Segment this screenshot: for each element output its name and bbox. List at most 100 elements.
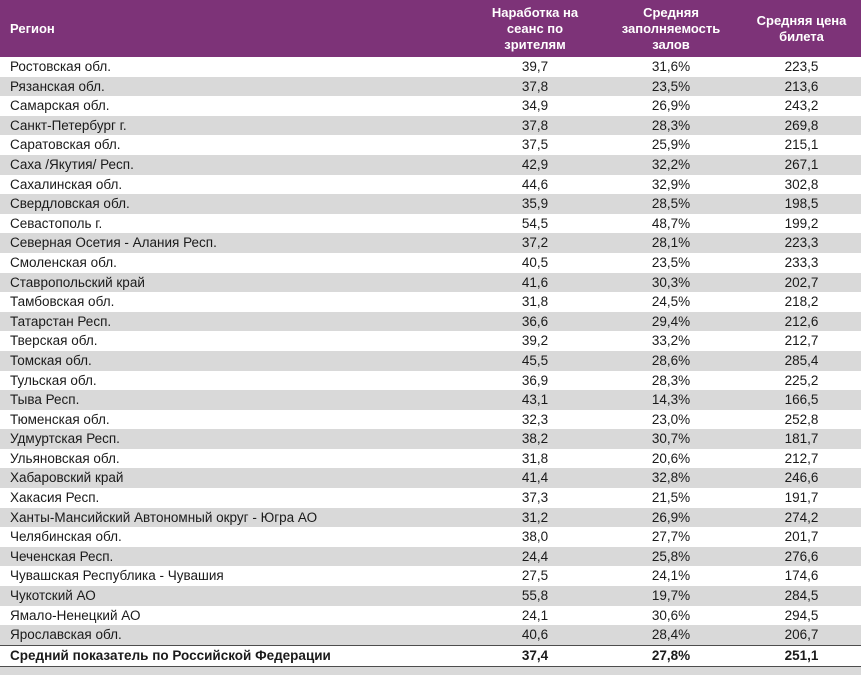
ticket-price-cell: 302,8: [784, 176, 819, 192]
table-row: Ростовская обл. 39,7 31,6% 223,5: [0, 57, 861, 77]
viewers-per-session-cell: 42,9: [470, 154, 600, 175]
region-cell: Саха /Якутия/ Респ.: [0, 154, 470, 175]
ticket-price-cell: 246,6: [742, 468, 861, 489]
table-body: Ростовская обл. 39,7 31,6% 223,5 Рязанская о…: [0, 57, 861, 646]
hall-occupancy-cell: 31,6%: [651, 59, 691, 74]
ticket-price-cell: 233,3: [784, 254, 819, 270]
region-cell: Самарская обл.: [10, 98, 110, 114]
viewers-per-session-cell: 37,3: [521, 490, 549, 506]
hall-occupancy-cell: 32,8%: [600, 468, 742, 489]
region-cell: Тульская обл.: [10, 372, 97, 388]
region-cell: Тыва Респ.: [0, 390, 470, 410]
region-cell: Чувашская Республика - Чувашия: [10, 568, 224, 584]
table-row: Самарская обл. 34,9 26,9% 243,2: [0, 96, 861, 116]
ticket-price-cell: 202,7: [742, 272, 861, 293]
region-cell: Ростовская обл.: [10, 59, 112, 74]
hall-occupancy-cell: 24,1%: [651, 568, 691, 584]
hall-occupancy-cell: 32,2%: [600, 154, 742, 175]
hall-occupancy-cell: 30,6%: [651, 607, 691, 623]
ticket-price-cell: 166,5: [742, 390, 861, 410]
hall-occupancy-cell: 29,4%: [600, 311, 742, 332]
hall-occupancy-cell: 19,7%: [600, 586, 742, 606]
table-row: Северная Осетия - Алания Респ. 37,2 28,1% 2…: [0, 233, 861, 253]
region-cell: Рязанская обл.: [0, 76, 470, 97]
col-header-hall-occupancy: Средняя заполняемость залов: [600, 0, 742, 57]
viewers-per-session-cell: 40,6: [470, 625, 600, 646]
viewers-per-session-cell: 24,4: [470, 546, 600, 567]
hall-occupancy-cell: 24,5%: [651, 294, 691, 310]
ticket-price-cell: 213,6: [742, 76, 861, 97]
viewers-per-session-cell: 41,4: [470, 468, 600, 489]
viewers-per-session-cell: 44,6: [521, 176, 549, 192]
table-row: Хакасия Респ. 37,3 21,5% 191,7: [0, 488, 861, 508]
ticket-price-cell: 199,2: [784, 215, 819, 231]
summary-row: Средний показатель по Российской Федерац…: [0, 644, 861, 667]
ticket-price-cell: 206,7: [742, 625, 861, 646]
col-header-region: Регион: [0, 0, 470, 57]
table-row: Ставропольский край 41,6 30,3% 202,7: [0, 272, 861, 293]
table-row: Ханты-Мансийский Автономный округ - Югра…: [0, 507, 861, 528]
ticket-price-cell: 212,7: [784, 450, 819, 466]
ticket-price-cell: 284,5: [742, 586, 861, 606]
region-cell: Челябинская обл.: [10, 529, 122, 545]
ticket-price-cell: 223,5: [784, 59, 819, 74]
bottom-strip: [0, 666, 861, 675]
hall-occupancy-cell: 48,7%: [651, 215, 691, 231]
region-cell: Тюменская обл.: [10, 411, 110, 427]
viewers-per-session-cell: 27,5: [521, 568, 549, 584]
hall-occupancy-cell: 23,0%: [651, 411, 691, 427]
ticket-price-cell: 274,2: [742, 507, 861, 528]
hall-occupancy-cell: 28,6%: [600, 350, 742, 371]
table-row: Удмуртская Респ. 38,2 30,7% 181,7: [0, 429, 861, 449]
table-row: Томская обл. 45,5 28,6% 285,4: [0, 350, 861, 371]
viewers-per-session-cell: 37,8: [470, 76, 600, 97]
table-row: Ульяновская обл. 31,8 20,6% 212,7: [0, 449, 861, 469]
hall-occupancy-cell: 21,5%: [651, 490, 691, 506]
region-cell: Саратовская обл.: [10, 137, 121, 153]
ticket-price-cell: 201,7: [784, 529, 819, 545]
region-cell: Чеченская Респ.: [0, 546, 470, 567]
ticket-price-cell: 218,2: [784, 294, 819, 310]
table-row: Сахалинская обл. 44,6 32,9% 302,8: [0, 175, 861, 195]
region-cell: Томская обл.: [0, 350, 470, 371]
ticket-price-cell: 212,7: [784, 333, 819, 349]
viewers-per-session-cell: 37,5: [521, 137, 549, 153]
ticket-price-cell: 215,1: [784, 137, 819, 153]
hall-occupancy-cell: 33,2%: [651, 333, 691, 349]
summary-label: Средний показатель по Российской Федерац…: [0, 644, 470, 667]
viewers-per-session-cell: 41,6: [470, 272, 600, 293]
table-summary: Средний показатель по Российской Федерац…: [0, 644, 861, 667]
ticket-price-cell: 198,5: [742, 194, 861, 214]
summary-viewers-per-session: 37,4: [470, 644, 600, 667]
ticket-price-cell: 267,1: [742, 154, 861, 175]
hall-occupancy-cell: 28,3%: [651, 372, 691, 388]
table-row: Смоленская обл. 40,5 23,5% 233,3: [0, 253, 861, 273]
region-cell: Севастополь г.: [10, 215, 103, 231]
table-header: Регион Наработка на сеанс по зрителям Ср…: [0, 0, 861, 57]
viewers-per-session-cell: 38,0: [521, 529, 549, 545]
table-row: Тамбовская обл. 31,8 24,5% 218,2: [0, 292, 861, 312]
region-cell: Сахалинская обл.: [10, 176, 123, 192]
hall-occupancy-cell: 23,5%: [600, 76, 742, 97]
table-row: Рязанская обл. 37,8 23,5% 213,6: [0, 76, 861, 97]
table-row: Санкт-Петербург г. 37,8 28,3% 269,8: [0, 115, 861, 136]
hall-occupancy-cell: 26,9%: [600, 507, 742, 528]
hall-occupancy-cell: 14,3%: [600, 390, 742, 410]
region-cell: Удмуртская Респ.: [0, 429, 470, 449]
viewers-per-session-cell: 31,2: [470, 507, 600, 528]
hall-occupancy-cell: 32,9%: [651, 176, 691, 192]
hall-occupancy-cell: 25,8%: [600, 546, 742, 567]
ticket-price-cell: 252,8: [784, 411, 819, 427]
viewers-per-session-cell: 37,2: [470, 233, 600, 253]
table-row: Челябинская обл. 38,0 27,7% 201,7: [0, 527, 861, 547]
header-row: Регион Наработка на сеанс по зрителям Ср…: [0, 0, 861, 57]
table-row: Свердловская обл. 35,9 28,5% 198,5: [0, 194, 861, 214]
hall-occupancy-cell: 28,5%: [600, 194, 742, 214]
region-cell: Хакасия Респ.: [10, 490, 100, 506]
region-cell: Свердловская обл.: [0, 194, 470, 214]
region-cell: Чукотский АО: [0, 586, 470, 606]
col-header-viewers-per-session: Наработка на сеанс по зрителям: [470, 0, 600, 57]
viewers-per-session-cell: 39,2: [521, 333, 549, 349]
